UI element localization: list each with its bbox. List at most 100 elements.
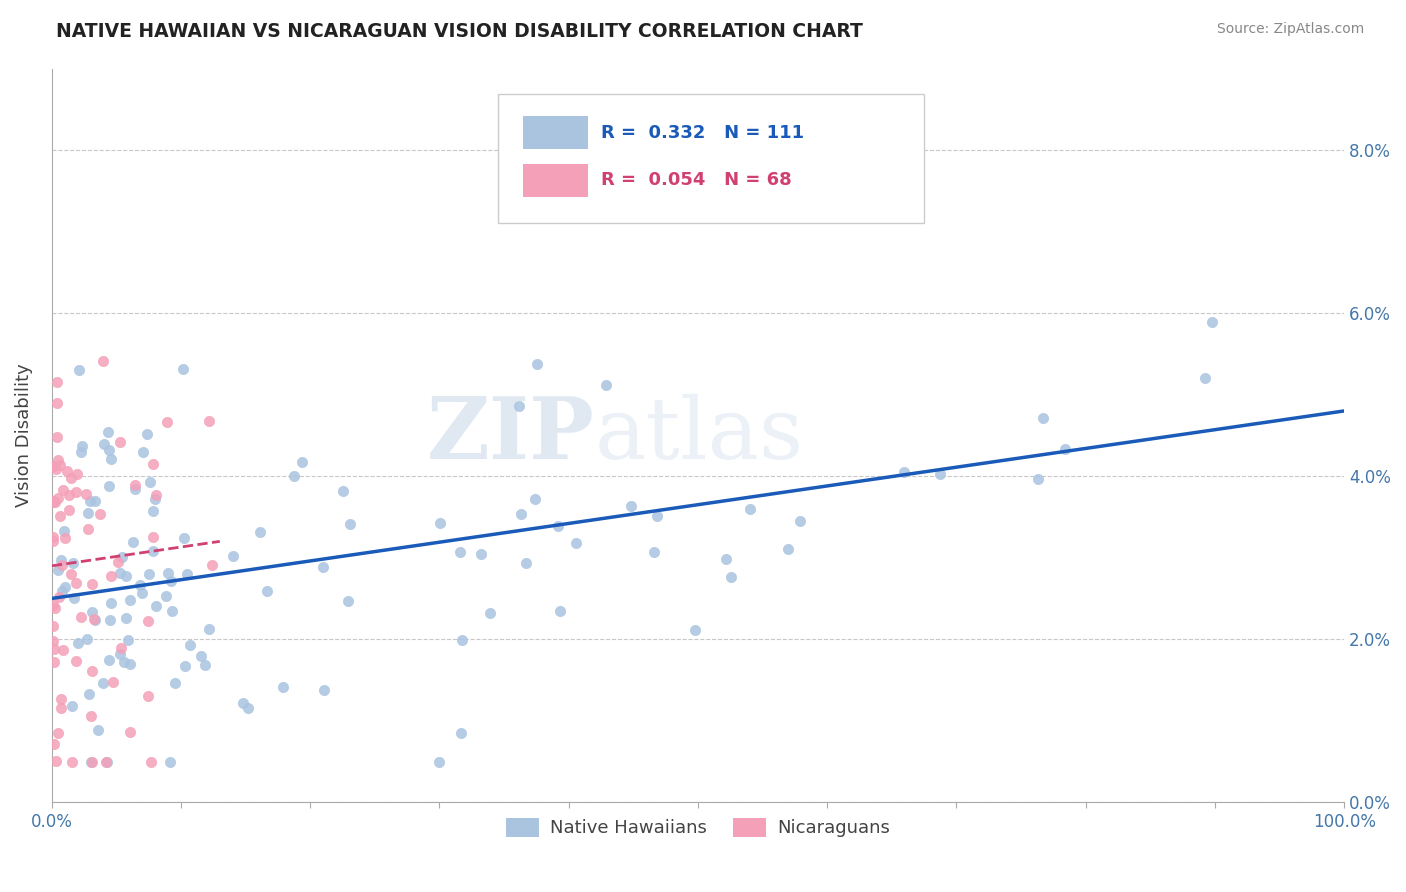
Point [160, 574, 183, 588]
Point [84, 613, 107, 627]
Point [44, 600, 66, 615]
Point [51, 558, 73, 572]
Point [114, 610, 136, 624]
Legend: Native Hawaiians, Nicaraguans: Native Hawaiians, Nicaraguans [499, 811, 897, 845]
Point [1201, 315, 1223, 329]
Point [60, 755, 83, 769]
Point [174, 659, 197, 673]
Point [55, 464, 77, 478]
Point [314, 682, 336, 697]
Point [332, 483, 354, 498]
Point [118, 724, 141, 739]
Point [76, 632, 98, 646]
Point [339, 516, 361, 531]
Point [283, 469, 305, 483]
Point [117, 633, 139, 648]
Point [77, 687, 100, 701]
Point [84, 494, 107, 508]
Point [142, 504, 165, 518]
Point [194, 657, 217, 672]
Text: ZIP: ZIP [427, 393, 595, 477]
Point [1194, 371, 1216, 385]
Point [44, 737, 66, 751]
Point [1054, 442, 1077, 456]
Point [683, 623, 706, 637]
Point [70, 609, 93, 624]
Point [65, 467, 87, 482]
Point [48, 590, 70, 604]
Point [776, 541, 799, 556]
Point [138, 567, 160, 582]
Text: NATIVE HAWAIIAN VS NICARAGUAN VISION DISABILITY CORRELATION CHART: NATIVE HAWAIIAN VS NICARAGUAN VISION DIS… [56, 22, 863, 41]
Point [143, 492, 166, 507]
Point [52, 643, 75, 657]
Point [508, 400, 530, 414]
Point [65, 654, 87, 668]
Point [449, 545, 471, 559]
Point [173, 531, 195, 545]
Point [80, 755, 103, 769]
Point [46, 563, 69, 577]
Bar [523, 116, 588, 149]
Point [62, 556, 84, 570]
Point [139, 755, 162, 769]
Point [100, 452, 122, 467]
Point [97, 443, 120, 458]
Point [98, 653, 121, 667]
Point [156, 566, 179, 580]
Point [70, 439, 93, 453]
Point [100, 596, 122, 610]
Point [45, 462, 67, 476]
Point [103, 674, 125, 689]
Point [45, 395, 67, 409]
Point [190, 649, 212, 664]
Point [893, 465, 915, 479]
Point [509, 507, 531, 521]
Point [526, 357, 548, 371]
Point [96, 755, 118, 769]
Point [93, 437, 115, 451]
Text: Source: ZipAtlas.com: Source: ZipAtlas.com [1216, 22, 1364, 37]
Point [142, 543, 165, 558]
Point [312, 559, 335, 574]
Point [44, 494, 66, 508]
Point [77, 523, 100, 537]
Point [336, 593, 359, 607]
Point [60, 698, 83, 713]
Point [45, 754, 67, 768]
Point [620, 499, 643, 513]
Point [69, 444, 91, 458]
Point [232, 696, 254, 710]
Point [124, 482, 146, 496]
Point [145, 488, 167, 502]
Point [46, 491, 69, 505]
Point [42, 619, 65, 633]
Point [176, 567, 198, 582]
Point [172, 362, 194, 376]
Point [53, 580, 76, 594]
Point [565, 536, 588, 550]
Point [470, 547, 492, 561]
Text: atlas: atlas [595, 393, 804, 477]
Point [52, 483, 75, 498]
Point [1026, 472, 1049, 486]
Point [132, 445, 155, 459]
Point [76, 506, 98, 520]
Point [42, 533, 65, 548]
FancyBboxPatch shape [498, 95, 924, 223]
Point [515, 556, 537, 570]
Point [65, 576, 87, 591]
Point [291, 455, 314, 469]
Point [156, 415, 179, 429]
Point [111, 550, 134, 565]
Point [51, 584, 73, 599]
Point [42, 598, 65, 612]
Text: R =  0.332   N = 111: R = 0.332 N = 111 [600, 124, 804, 142]
Bar [523, 164, 588, 197]
Point [58, 502, 80, 516]
Point [548, 604, 571, 618]
Point [49, 701, 72, 715]
Point [136, 614, 159, 628]
Point [201, 558, 224, 573]
Point [108, 647, 131, 661]
